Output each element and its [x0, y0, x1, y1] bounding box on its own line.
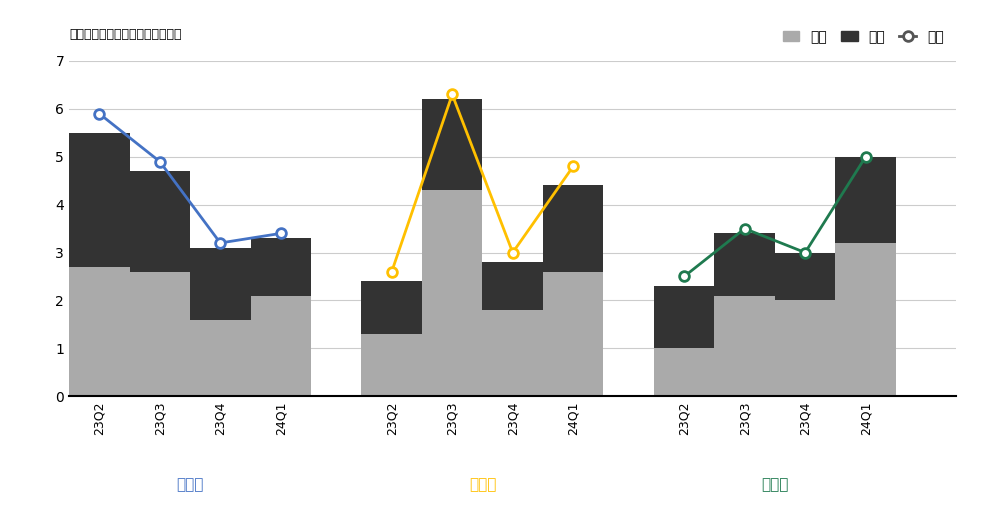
Bar: [190, 248, 250, 320]
Bar: [654, 348, 715, 396]
Bar: [362, 281, 422, 334]
Bar: [715, 296, 775, 396]
Text: 東海圈: 東海圈: [761, 477, 789, 492]
Bar: [362, 334, 422, 396]
Bar: [835, 157, 896, 243]
Bar: [775, 252, 835, 300]
Bar: [129, 171, 190, 272]
Legend: 建築, 設備, 総合: 建築, 設備, 総合: [777, 24, 950, 49]
Text: 関西圈: 関西圈: [468, 477, 496, 492]
Bar: [835, 243, 896, 396]
Bar: [250, 296, 311, 396]
Bar: [654, 286, 715, 348]
Bar: [69, 267, 129, 396]
Bar: [250, 238, 311, 296]
Bar: [482, 262, 543, 310]
Bar: [715, 233, 775, 296]
Bar: [543, 185, 603, 272]
Bar: [69, 133, 129, 267]
Bar: [422, 190, 482, 396]
Bar: [422, 99, 482, 190]
Bar: [543, 272, 603, 396]
Bar: [129, 272, 190, 396]
Bar: [775, 300, 835, 396]
Text: （前期比％、寄与度％ポイント）: （前期比％、寄与度％ポイント）: [69, 28, 181, 41]
Bar: [482, 310, 543, 396]
Bar: [190, 320, 250, 396]
Text: 首都圈: 首都圈: [176, 477, 204, 492]
